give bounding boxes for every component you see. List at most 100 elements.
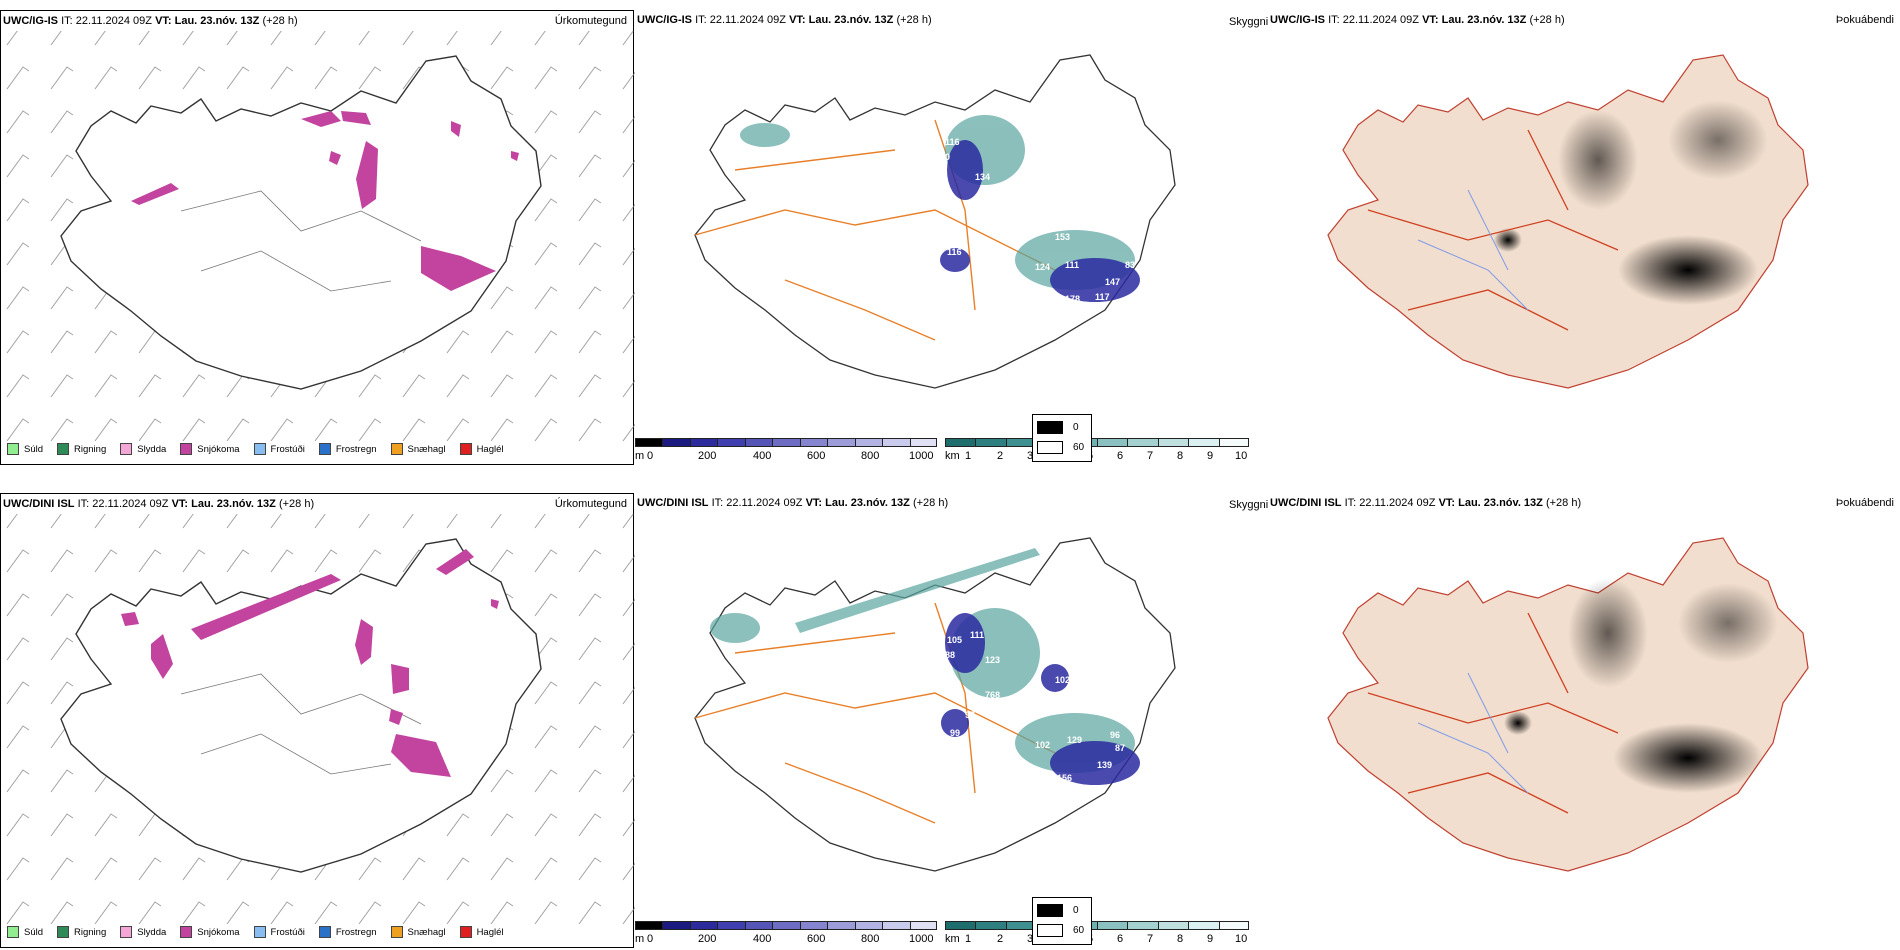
legend-swatch (1037, 441, 1063, 454)
colorbar-cell (717, 438, 745, 447)
legend-swatch (318, 443, 331, 455)
colorbar-cell (882, 438, 910, 447)
colorbar-cell (945, 438, 976, 447)
map-label: 83 (1125, 260, 1135, 270)
panel-type-label: Þokuábendi (1835, 14, 1894, 26)
tick: 8 (1177, 450, 1184, 462)
legend-swatch (57, 926, 70, 938)
map-label: 768 (985, 690, 1000, 700)
legend-swatch (1037, 421, 1063, 434)
fog-panel-row1: UWC/IG-IS IT: 22.11.2024 09Z VT: Lau. 23… (1032, 10, 1900, 465)
map-label: 105 (947, 635, 962, 645)
colorbar-cell (909, 438, 937, 447)
colorbar-cell (975, 921, 1006, 930)
legend-item: Frostúði (253, 926, 305, 938)
legend-item: Snjókoma (180, 926, 240, 938)
legend-swatch (120, 443, 133, 455)
colorbar-cell (799, 438, 828, 447)
panel-type-label: Skyggni (1229, 16, 1269, 28)
tick: 6 (1117, 450, 1124, 462)
fog-panel-row2: UWC/DINI ISL IT: 22.11.2024 09Z VT: Lau.… (1032, 493, 1900, 948)
panel-type-label: Úrkomutegund (554, 15, 627, 27)
map-label: 111 (1065, 260, 1079, 270)
tick: 0 (647, 933, 654, 945)
legend-item: Slydda (120, 443, 166, 455)
tick: 600 (807, 450, 826, 462)
colorbar-cell (1157, 921, 1189, 930)
panel-title: UWC/DINI ISL IT: 22.11.2024 09Z VT: Lau.… (3, 498, 315, 510)
colorbar-cell (1096, 438, 1128, 447)
colorbar-cell (635, 921, 663, 930)
tick: 600 (807, 933, 826, 945)
map-label: 101 (1095, 597, 1110, 607)
legend-item: Haglél (459, 443, 504, 455)
visibility-unit: km (945, 450, 960, 462)
colorbar-cell (1096, 921, 1128, 930)
map-label: 100 (935, 152, 950, 162)
legend-item: 60 (1037, 441, 1084, 454)
map-label: 88 (900, 242, 910, 252)
legend-item: 60 (1037, 924, 1084, 937)
panel-title: UWC/DINI ISL IT: 22.11.2024 09Z VT: Lau.… (1270, 497, 1582, 509)
visibility-unit: km (945, 933, 960, 945)
visibility-colorbar (945, 438, 1249, 447)
map-label: 99 (950, 728, 960, 738)
legend-swatch (390, 443, 403, 455)
legend-swatch (180, 443, 193, 455)
colorbar-cell (1218, 921, 1249, 930)
legend-item: Haglél (459, 926, 504, 938)
legend-swatch (459, 926, 472, 938)
legend-item: Snæhagl (390, 926, 446, 938)
snow-areas (121, 549, 499, 777)
map-label: 88 (945, 650, 955, 660)
visibility-panel-row1: UWC/IG-IS IT: 22.11.2024 09Z VT: Lau. 23… (635, 10, 1269, 465)
map-label: 123 (985, 655, 1000, 665)
tick: 6 (1117, 933, 1124, 945)
colorbar-cell (882, 921, 910, 930)
legend-swatch (57, 443, 70, 455)
tick: 0 (647, 450, 654, 462)
legend-item: Súld (7, 443, 43, 455)
colorbar-cell (1188, 921, 1219, 930)
colorbar-cell (854, 921, 883, 930)
ceiling-colorbar (635, 921, 937, 930)
colorbar-cell (827, 921, 855, 930)
tick: 10 (1235, 933, 1248, 945)
tick: 2 (997, 450, 1004, 462)
map-label: 102 (1055, 675, 1070, 685)
map-numeric-labels: 100 116 134 153 124 111 147 83 178 117 1… (900, 137, 1135, 304)
map-label: 117 (1095, 292, 1110, 302)
colorbar-cell (1127, 438, 1158, 447)
tick: 3 (1027, 450, 1034, 462)
ceiling-colorbar (635, 438, 937, 447)
tick: 1 (965, 933, 972, 945)
tick: 2 (997, 933, 1004, 945)
legend-item: Rigning (57, 443, 106, 455)
colorbar-cell (744, 438, 773, 447)
panel-type-label: Þokuábendi (1835, 497, 1894, 509)
panel-title: UWC/IG-IS IT: 22.11.2024 09Z VT: Lau. 23… (637, 14, 932, 26)
tick: 200 (698, 450, 717, 462)
colorbar-cell (854, 438, 883, 447)
legend-swatch (390, 926, 403, 938)
map-label: 124 (1035, 262, 1050, 272)
snow-areas (131, 111, 519, 291)
iceland-outline (60, 55, 542, 390)
legend-item: Frostregn (318, 926, 377, 938)
visibility-map: 100 116 134 153 124 111 147 83 178 117 1… (694, 54, 1176, 389)
visibility-panel-row2: UWC/DINI ISL IT: 22.11.2024 09Z VT: Lau.… (635, 493, 1268, 948)
panel-title: UWC/IG-IS IT: 22.11.2024 09Z VT: Lau. 23… (1270, 14, 1565, 26)
legend-swatch (180, 926, 193, 938)
visibility-ticks: km 1 2 3 4 5 6 7 8 9 10 (945, 933, 1265, 947)
legend-swatch (318, 926, 331, 938)
colorbar-cell (662, 921, 690, 930)
legend-swatch (253, 443, 266, 455)
colorbar-cell (799, 921, 828, 930)
map-label: 134 (975, 172, 990, 182)
legend-item: 0 (1037, 904, 1079, 917)
map-label: 116 (945, 137, 960, 147)
ceiling-unit: m (635, 933, 645, 945)
tick: 9 (1207, 933, 1214, 945)
colorbar-cell (1218, 438, 1249, 447)
tick: 400 (753, 450, 772, 462)
